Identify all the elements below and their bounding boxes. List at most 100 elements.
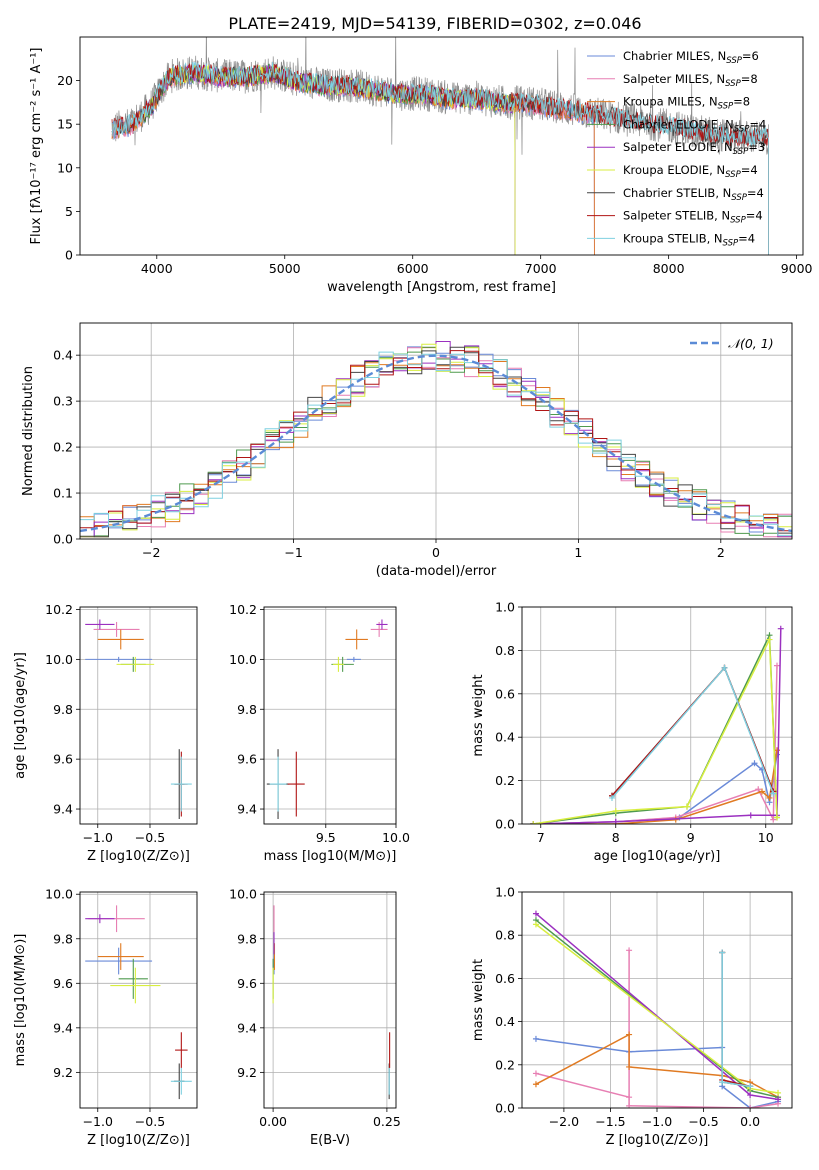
y-tick-label: 0.0 (495, 1101, 515, 1116)
y-tick-label: 9.4 (237, 802, 257, 817)
y-tick-label: 9.6 (53, 976, 73, 991)
x-tick-label: 0.0 (740, 1114, 760, 1129)
plot-area (111, 37, 769, 255)
weight-series-line (721, 952, 751, 1088)
weight-series-line (535, 950, 779, 1108)
weight-point-marker (775, 1089, 782, 1096)
weight-point-marker (770, 790, 777, 797)
weight-point-marker (626, 1031, 633, 1038)
model-spectrum-line (111, 62, 769, 255)
weight-point-marker (766, 636, 773, 643)
y-tick-label: 10 (57, 160, 73, 175)
y-axis-label: Normed distribution (21, 366, 36, 496)
y-tick-label: 0.1 (53, 486, 73, 501)
x-tick-label: −2.0 (549, 1114, 579, 1129)
weight-point-marker (612, 807, 619, 814)
x-tick-label: −2 (142, 545, 160, 560)
axes-frame (263, 891, 397, 1109)
weight-point-marker (775, 1096, 782, 1103)
y-tick-label: 0.6 (495, 686, 515, 701)
y-tick-label: 0.4 (495, 730, 515, 745)
x-tick-label: 1 (574, 545, 582, 560)
y-tick-label: 10.2 (229, 602, 257, 617)
weight-point-marker (755, 786, 762, 793)
weight-point-marker (774, 662, 780, 669)
weight-series-line (611, 666, 774, 799)
weight-point-marker (532, 1035, 539, 1042)
legend-label: Kroupa STELIB, NSSP=4 (623, 231, 755, 248)
y-tick-label: 10.0 (229, 652, 257, 667)
y-axis-label: age [log10(age/yr)] (13, 652, 28, 779)
y-tick-label: 9.8 (53, 702, 73, 717)
y-tick-label: 1.0 (495, 600, 515, 615)
y-tick-label: 9.2 (53, 1065, 73, 1080)
weight-point-marker (609, 794, 615, 801)
weight-series-line (535, 1033, 779, 1098)
x-tick-label: 0.00 (259, 1114, 287, 1129)
x-axis-label: Z [log10(Z/Z⊙)] (87, 1133, 190, 1148)
y-tick-label: 0.0 (53, 532, 73, 547)
x-tick-label: 7000 (525, 261, 557, 276)
weight-point-marker (747, 1092, 754, 1099)
weight-point-marker (532, 910, 539, 917)
weight-point-marker (751, 760, 758, 767)
y-tick-label: 1.0 (495, 885, 515, 900)
legend-label: Kroupa ELODIE, NSSP=4 (623, 163, 758, 180)
plot-area (532, 910, 782, 1108)
x-axis-label: wavelength [Angstrom, rest frame] (327, 280, 556, 295)
weight-series-line (533, 639, 778, 824)
weight-series-line (533, 754, 778, 824)
x-tick-label: 0 (432, 545, 440, 560)
y-tick-label: 0.8 (495, 643, 515, 658)
weight-point-marker (626, 1063, 633, 1070)
y-tick-label: 0.4 (53, 348, 73, 363)
x-tick-label: 7 (537, 830, 545, 845)
x-tick-label: −0.5 (688, 1114, 718, 1129)
weight-series-line (533, 750, 778, 824)
age-vs-metallicity-panel: −1.0 −0.5 9.4 9.6 9.8 10.0 10.2 Z [log10(Z/Z⊙)]… (13, 602, 198, 864)
x-axis-label: mass [log10(M/M⊙)] (264, 849, 397, 864)
weight-point-marker (626, 1094, 633, 1101)
plot-area (85, 619, 192, 820)
weight-point-marker (719, 949, 726, 956)
spectrum-panel: 4000 5000 6000 7000 8000 9000 0 5 10 15 20 waveleng… (29, 36, 813, 295)
y-tick-label: 0.6 (495, 971, 515, 986)
mass-weight-vs-metallicity-panel: −2.0 −1.5 −1.0 −0.5 0.0 0.0 0.2 0.4 0.6 0.8 1.0 Z [… (471, 885, 793, 1148)
y-tick-label: 9.6 (53, 752, 73, 767)
y-tick-label: 0.2 (53, 440, 73, 455)
weight-point-marker (684, 803, 690, 810)
y-tick-label: 10.0 (45, 652, 73, 667)
y-tick-label: 0 (65, 248, 73, 263)
x-tick-label: 9000 (781, 261, 813, 276)
y-tick-label: 0.3 (53, 394, 73, 409)
weight-series-line (533, 665, 778, 824)
axes-frame (521, 891, 793, 1109)
y-tick-label: 9.2 (237, 1065, 257, 1080)
axes-frame (79, 36, 804, 256)
x-tick-label: 10 (758, 830, 774, 845)
y-axis-label: Flux [fλ10⁻¹⁷ erg cm⁻² s⁻¹ A⁻¹] (29, 48, 44, 245)
y-axis-label: mass weight (471, 674, 486, 756)
y-axis-label: mass [log10(M/M⊙)] (13, 934, 28, 1067)
x-tick-label: 4000 (141, 261, 173, 276)
residual-histogram (80, 351, 792, 536)
age-vs-mass-panel: 9.5 10.0 9.4 9.6 9.8 10.0 10.2 mass [log10(M/M⊙… (229, 602, 410, 864)
axes-frame (79, 891, 198, 1109)
residuals-panel: −2 −1 0 1 2 0.0 0.1 0.2 0.3 0.4 (data-model)/error… (21, 322, 793, 579)
legend-label: 𝒩(0, 1) (728, 336, 774, 351)
x-tick-label: −1.0 (83, 830, 113, 845)
legend-label: Chabrier STELIB, NSSP=4 (623, 186, 764, 203)
x-axis-label: Z [log10(Z/Z⊙)] (87, 849, 190, 864)
y-tick-label: 9.4 (53, 802, 73, 817)
x-tick-label: 2 (717, 545, 725, 560)
x-tick-label: −0.5 (135, 830, 165, 845)
x-tick-label: 8 (612, 830, 620, 845)
weight-point-marker (530, 821, 537, 824)
weight-point-marker (759, 788, 765, 795)
legend-label: Kroupa MILES, NSSP=8 (623, 95, 750, 112)
y-tick-label: 9.8 (237, 702, 257, 717)
plot-area (272, 905, 391, 1100)
y-tick-label: 0.0 (495, 817, 515, 832)
observed-spectrum-line (111, 37, 769, 155)
